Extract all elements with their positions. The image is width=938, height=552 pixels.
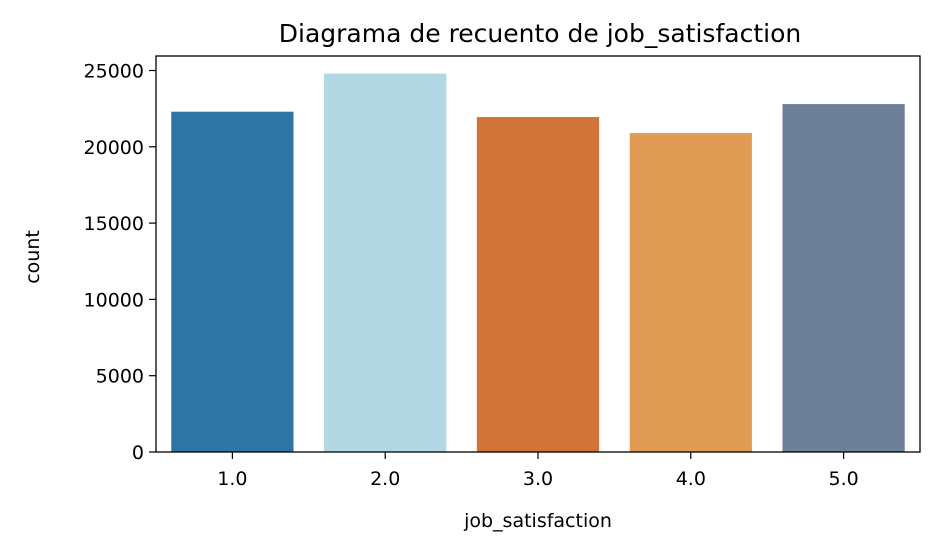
bars-group <box>171 73 905 452</box>
x-tick-label: 5.0 <box>828 468 858 490</box>
y-tick-label: 15000 <box>84 213 144 235</box>
y-tick-label: 25000 <box>84 60 144 82</box>
x-axis-ticks: 1.0 2.0 3.0 4.0 5.0 <box>217 452 859 490</box>
y-tick-label: 20000 <box>84 137 144 159</box>
x-tick-label: 3.0 <box>523 468 553 490</box>
y-tick-label: 0 <box>132 442 144 464</box>
y-axis-label: count <box>22 230 44 284</box>
bar-4.0 <box>629 133 752 452</box>
y-tick-label: 10000 <box>84 289 144 311</box>
x-tick-label: 1.0 <box>217 468 247 490</box>
y-axis-ticks: 0 5000 10000 15000 20000 25000 <box>84 60 156 464</box>
bar-1.0 <box>171 111 294 452</box>
x-tick-label: 2.0 <box>370 468 400 490</box>
chart-title: Diagrama de recuento de job_satisfaction <box>279 19 801 48</box>
bar-5.0 <box>782 104 905 452</box>
x-tick-label: 4.0 <box>676 468 706 490</box>
plot-frame <box>155 55 921 453</box>
y-tick-label: 5000 <box>96 366 144 388</box>
bar-2.0 <box>324 73 447 452</box>
x-axis-label: job_satisfaction <box>463 510 612 532</box>
bar-3.0 <box>476 117 600 452</box>
